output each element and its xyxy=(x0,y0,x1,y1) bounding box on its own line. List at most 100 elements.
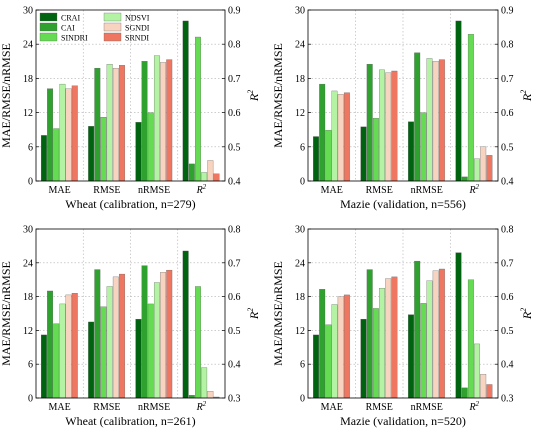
legend-swatch xyxy=(39,22,58,32)
bar-cai-r2 xyxy=(188,395,195,399)
bar-sgndi-rmse xyxy=(112,67,119,182)
bar-sgndi-r2 xyxy=(480,146,487,182)
category-label: MAE xyxy=(49,185,71,196)
right-tick-label: 0.5 xyxy=(228,326,241,337)
bar-crai-nrmse xyxy=(135,318,142,399)
chart-panel-1: 0 6 12 18 24 30 0.4 0.5 0.6 0.7 0.8 0.9 MAE RMSE nRMSE… xyxy=(0,6,261,212)
y-axis-title: MAE/RMSE/nRMSE xyxy=(271,261,285,366)
bar-srndi-r2 xyxy=(486,384,493,399)
bar-cai-nrmse xyxy=(414,52,421,182)
bar-ndsvi-rmse xyxy=(106,64,113,182)
legend-swatch xyxy=(103,22,122,32)
bar-crai-mae xyxy=(313,334,319,399)
bar-srndi-rmse xyxy=(119,65,125,182)
bar-sindri-r2 xyxy=(467,34,474,182)
bar-srndi-mae xyxy=(71,85,78,182)
bar-crai-rmse xyxy=(88,126,95,182)
bar-cai-nrmse xyxy=(141,265,148,399)
bar-sgndi-r2 xyxy=(207,160,214,182)
bar-sgndi-rmse xyxy=(385,72,392,182)
left-tick-label: 24 xyxy=(23,40,33,51)
bar-ndsvi-rmse xyxy=(379,287,385,399)
bar-sgndi-nrmse xyxy=(160,272,167,399)
chart-panel-3: 0 6 12 18 24 30 0.3 0.4 0.5 0.6 0.7 0.8 MAE RMSE nRMSE… xyxy=(0,225,261,429)
y2-axis-title: R2 xyxy=(519,308,534,320)
category-label: RMSE xyxy=(93,402,120,413)
left-tick-label: 12 xyxy=(23,108,33,119)
left-tick-label: 6 xyxy=(28,142,33,153)
y-axis-title: MAE/RMSE/nRMSE xyxy=(0,261,13,366)
bar-cai-mae xyxy=(47,290,54,399)
right-tick-label: 0.5 xyxy=(228,142,241,153)
category-label: nRMSE xyxy=(411,402,443,413)
left-tick-label: 18 xyxy=(295,292,305,303)
right-tick-label: 0.5 xyxy=(501,326,514,337)
legend-swatch xyxy=(39,12,58,22)
bar-srndi-rmse xyxy=(391,70,398,182)
bar-srndi-mae xyxy=(343,92,350,182)
bar-sgndi-nrmse xyxy=(432,61,439,182)
bar-cai-nrmse xyxy=(141,61,148,182)
category-label: nRMSE xyxy=(138,402,170,413)
bar-cai-rmse xyxy=(94,269,101,399)
bar-sgndi-nrmse xyxy=(160,62,167,182)
right-tick-label: 0.6 xyxy=(501,292,514,303)
bar-cai-mae xyxy=(319,289,326,399)
bar-sindri-rmse xyxy=(372,308,379,399)
legend-label: CRAI xyxy=(61,14,80,23)
bar-sindri-mae xyxy=(53,128,60,182)
panel-caption: Mazie (validation, n=556) xyxy=(340,197,466,211)
bar-sgndi-rmse xyxy=(385,278,392,399)
panel-caption: Wheat (calibration, n=279) xyxy=(65,197,195,211)
left-tick-label: 6 xyxy=(28,360,33,371)
bar-sindri-nrmse xyxy=(420,303,427,399)
bar-sgndi-r2 xyxy=(480,374,487,399)
chart-panel-4: 0 6 12 18 24 30 0.3 0.4 0.5 0.6 0.7 0.8 MAE RMSE nRMSE… xyxy=(271,225,534,429)
bar-cai-r2 xyxy=(461,387,468,399)
category-label: nRMSE xyxy=(138,185,170,196)
bar-sindri-nrmse xyxy=(420,112,427,182)
legend-item-ndsvi: NDSVI xyxy=(103,12,150,23)
bar-srndi-rmse xyxy=(391,276,398,399)
chart-panel-2: 0 6 12 18 24 30 0.4 0.5 0.6 0.7 0.8 0.9 MAE RMSE nRMSE… xyxy=(271,6,534,212)
right-tick-label: 0.9 xyxy=(228,6,241,17)
right-tick-label: 0.6 xyxy=(228,292,241,303)
right-tick-label: 0.4 xyxy=(228,360,241,371)
bar-ndsvi-r2 xyxy=(201,367,208,399)
bar-crai-r2 xyxy=(455,20,462,182)
bar-sindri-nrmse xyxy=(147,303,154,399)
bar-sindri-rmse xyxy=(100,306,107,399)
category-label: MAE xyxy=(321,402,343,413)
category-label: RMSE xyxy=(93,185,120,196)
bar-sgndi-mae xyxy=(65,88,72,182)
bar-srndi-r2 xyxy=(486,155,493,182)
left-tick-label: 0 xyxy=(300,394,305,405)
bar-crai-nrmse xyxy=(408,314,414,399)
bar-srndi-nrmse xyxy=(438,268,445,399)
left-tick-label: 30 xyxy=(23,225,33,236)
bar-srndi-rmse xyxy=(119,273,125,399)
bar-sindri-nrmse xyxy=(147,112,154,182)
bar-ndsvi-rmse xyxy=(379,69,385,182)
y-axis-title: MAE/RMSE/nRMSE xyxy=(271,43,285,148)
left-tick-label: 30 xyxy=(295,225,305,236)
right-tick-label: 0.7 xyxy=(501,258,514,269)
left-tick-label: 24 xyxy=(23,258,33,269)
bar-srndi-r2 xyxy=(213,173,220,182)
right-tick-label: 0.9 xyxy=(501,6,514,17)
bar-sindri-rmse xyxy=(372,118,379,182)
bar-crai-rmse xyxy=(360,318,367,399)
legend-swatch xyxy=(103,32,122,42)
left-tick-label: 18 xyxy=(23,74,33,85)
bar-ndsvi-nrmse xyxy=(153,55,160,182)
y2-axis-title: R2 xyxy=(519,90,534,102)
legend-label: NDSVI xyxy=(125,14,150,23)
bar-sindri-r2 xyxy=(467,279,474,399)
left-tick-label: 12 xyxy=(23,326,33,337)
legend-swatch xyxy=(103,12,122,22)
right-tick-label: 0.7 xyxy=(501,74,514,85)
category-label: R2 xyxy=(468,400,479,413)
left-tick-label: 12 xyxy=(295,108,305,119)
